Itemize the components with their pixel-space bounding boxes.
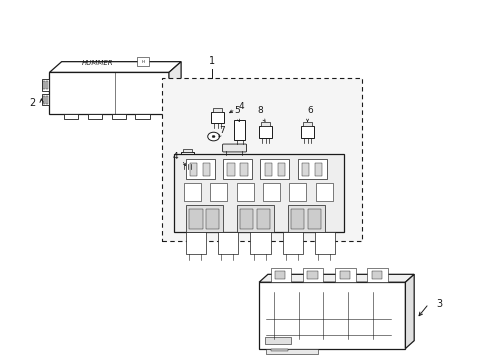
Text: H: H — [141, 60, 144, 64]
Bar — [181, 152, 194, 164]
Bar — [210, 112, 224, 123]
Bar — [185, 204, 223, 232]
Polygon shape — [168, 62, 181, 114]
Bar — [334, 267, 355, 282]
Bar — [236, 204, 273, 232]
Bar — [303, 267, 323, 282]
Bar — [236, 184, 253, 201]
Bar — [63, 114, 78, 120]
Bar — [264, 163, 271, 176]
Bar — [315, 163, 322, 176]
Bar — [307, 209, 321, 229]
Bar — [300, 126, 314, 138]
Bar — [185, 232, 205, 254]
Polygon shape — [405, 274, 413, 348]
Bar — [212, 108, 222, 112]
Bar — [289, 184, 305, 201]
Bar — [240, 209, 253, 229]
Bar — [46, 81, 48, 89]
Bar — [270, 267, 291, 282]
Bar — [258, 126, 272, 138]
Bar — [240, 163, 247, 176]
Bar — [302, 163, 309, 176]
Bar — [314, 232, 335, 254]
Bar — [210, 184, 227, 201]
Text: 2: 2 — [29, 98, 36, 108]
Bar — [366, 267, 387, 282]
Text: HUMMER: HUMMER — [81, 60, 113, 66]
Bar — [266, 348, 317, 354]
Bar — [190, 163, 197, 176]
Text: 5: 5 — [234, 106, 240, 115]
Circle shape — [212, 135, 215, 138]
Bar — [277, 163, 285, 176]
Bar — [161, 78, 361, 241]
Bar — [42, 80, 49, 91]
Bar — [227, 163, 234, 176]
Bar — [173, 154, 343, 232]
Bar — [223, 159, 251, 179]
Bar — [87, 114, 102, 120]
Bar — [282, 232, 303, 254]
Text: 7: 7 — [219, 126, 225, 135]
Bar — [264, 337, 291, 344]
Bar — [259, 282, 405, 348]
Text: 8: 8 — [257, 106, 263, 115]
Bar — [260, 122, 270, 126]
Bar — [42, 94, 49, 105]
Bar — [297, 159, 326, 179]
Bar — [371, 271, 381, 279]
Bar — [302, 122, 312, 126]
Bar — [183, 149, 192, 152]
Bar — [275, 271, 285, 279]
Bar — [287, 204, 325, 232]
Bar — [203, 163, 210, 176]
Bar — [263, 184, 280, 201]
Bar — [111, 114, 125, 120]
Bar — [137, 57, 148, 66]
FancyBboxPatch shape — [222, 144, 246, 152]
Bar — [233, 120, 245, 140]
Bar — [206, 209, 219, 229]
Bar — [46, 95, 48, 104]
Text: 4: 4 — [229, 102, 244, 113]
Bar — [291, 209, 304, 229]
Bar — [307, 271, 317, 279]
Text: 1: 1 — [208, 56, 214, 66]
Text: 6: 6 — [306, 106, 312, 115]
Bar — [135, 114, 149, 120]
Bar — [185, 159, 214, 179]
Text: 3: 3 — [436, 299, 442, 309]
Text: 4: 4 — [172, 152, 178, 161]
Bar — [250, 232, 270, 254]
Bar — [315, 184, 332, 201]
Bar — [189, 209, 202, 229]
Polygon shape — [259, 274, 413, 282]
Bar — [43, 81, 45, 89]
Bar — [270, 348, 288, 351]
Bar — [257, 209, 270, 229]
Bar — [43, 95, 45, 104]
Polygon shape — [49, 62, 181, 72]
Bar — [218, 232, 238, 254]
Circle shape — [207, 132, 219, 141]
Bar — [339, 271, 349, 279]
Bar — [183, 184, 201, 201]
Bar — [260, 159, 289, 179]
Bar — [49, 72, 168, 114]
